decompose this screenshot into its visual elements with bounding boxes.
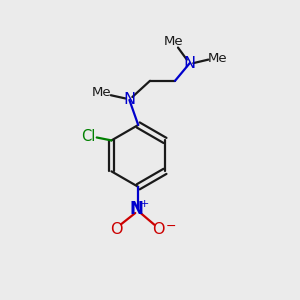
Text: O: O [153, 222, 165, 237]
Text: −: − [165, 220, 176, 233]
Text: O: O [110, 222, 122, 237]
Text: Me: Me [92, 86, 111, 99]
Text: Me: Me [208, 52, 227, 65]
Text: Cl: Cl [82, 128, 96, 143]
Text: +: + [140, 200, 149, 209]
Text: Me: Me [164, 35, 183, 48]
Text: N: N [184, 56, 196, 70]
Text: N: N [123, 92, 136, 107]
Text: N: N [130, 200, 144, 218]
